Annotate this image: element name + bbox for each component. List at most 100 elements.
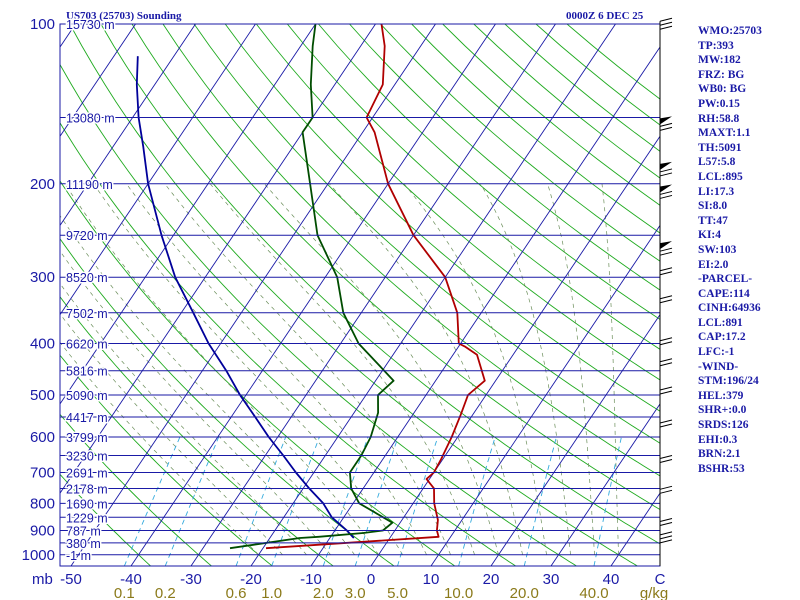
pressure-tick-label: 500: [30, 387, 55, 404]
wind-barb-tick: [659, 126, 673, 131]
index-item: CINH:64936: [698, 302, 761, 315]
dry-adiabat-line: [131, 24, 660, 511]
wind-barb-tick: [659, 168, 673, 173]
index-item: SW:103: [698, 243, 737, 256]
isotherm-line: [430, 224, 660, 566]
wind-barb-tick: [659, 172, 673, 177]
temperature-tick-label: 20: [483, 571, 500, 588]
mixing-ratio-line: [458, 436, 496, 566]
mixing-ratio-line: [523, 436, 557, 566]
wind-barb-tick: [659, 455, 673, 460]
index-item: FRZ: BG: [698, 68, 745, 81]
index-item: KI:4: [698, 229, 721, 242]
isotherm-line: [490, 313, 660, 566]
dewpoint-trace: [229, 24, 395, 550]
temperature-tick-label: 30: [543, 571, 560, 588]
station-title: US703 (25703) Sounding: [66, 10, 182, 22]
moist-adiabat-line: [60, 215, 355, 556]
pressure-tick-label: 200: [30, 176, 55, 193]
index-item: WB0: BG: [698, 83, 747, 96]
index-item: PW:0.15: [698, 97, 740, 110]
height-label: 4417 m: [66, 411, 108, 425]
temperature-tick-label: 0: [367, 571, 375, 588]
temperature-tick-label: -10: [300, 571, 322, 588]
index-item: SHR+:0.0: [698, 404, 747, 417]
isotherm-line: [60, 24, 136, 138]
wind-barb-tick: [659, 122, 673, 127]
wind-barb-tick: [659, 423, 673, 428]
pressure-tick-label: 100: [30, 16, 55, 33]
mixing-ratio-line: [354, 436, 399, 566]
index-item: TP:393: [698, 39, 734, 52]
mixing-ratio-tick-label: 20.0: [510, 585, 539, 600]
wind-barb-flag: [660, 116, 672, 125]
isotherm-line: [130, 24, 496, 566]
wind-barb-tick: [659, 17, 673, 22]
dry-adiabat-line: [60, 413, 212, 566]
mixing-ratio-line: [123, 436, 181, 566]
wind-barb-tick: [659, 341, 673, 346]
isotherm-line: [250, 24, 616, 566]
wind-barb-tick: [659, 539, 673, 544]
dry-adiabat-line: [380, 24, 660, 262]
dry-adiabat-line: [60, 180, 456, 566]
temperature-tick-label: -30: [180, 571, 202, 588]
mixing-ratio-line: [235, 436, 287, 566]
wind-barb-flag: [660, 161, 672, 170]
moist-adiabat-line: [264, 183, 499, 555]
indices-panel: WMO:25703 TP:393 MW:182 FRZ: BG WB0: BG PW:0.…: [698, 24, 798, 476]
temperature-tick-label: 40: [603, 571, 620, 588]
wind-barb-tick: [659, 190, 673, 195]
index-item: BSHR:53: [698, 462, 745, 475]
height-label: 5090 m: [66, 389, 108, 403]
dry-adiabat-line: [100, 24, 660, 545]
isotherm-line: [60, 24, 376, 494]
wind-barb-tick: [659, 194, 673, 199]
isotherm-line: [370, 135, 660, 566]
plot-frame: [59, 23, 661, 567]
dry-adiabat-line: [60, 296, 334, 566]
dry-adiabat-line: [60, 122, 516, 566]
index-item: EHI:0.3: [698, 433, 738, 446]
height-label: 787 m: [66, 524, 101, 538]
moist-adiabat-line: [403, 183, 547, 555]
dry-adiabat-line: [60, 473, 151, 566]
temperature-tick-label: -40: [120, 571, 142, 588]
pressure-tick-label: 1000: [22, 547, 55, 564]
isotherm-line: [190, 24, 556, 566]
wind-barb-tick: [659, 362, 673, 367]
index-item: TH:5091: [698, 141, 742, 154]
index-item: CAP:17.2: [698, 331, 746, 344]
mixing-ratio-line: [271, 436, 320, 566]
pressure-unit-label: mb: [32, 571, 53, 588]
index-item: LCL:891: [698, 316, 743, 329]
wind-barb-tick: [659, 419, 673, 424]
index-item: LFC:-1: [698, 346, 735, 359]
isotherm-line: [60, 24, 316, 405]
height-label: 1229 m: [66, 511, 108, 525]
pressure-tick-label: 300: [30, 269, 55, 286]
index-item: HEL:379: [698, 389, 744, 402]
mixing-ratio-tick-label: 1.0: [261, 585, 282, 600]
index-item: CAPE:114: [698, 287, 750, 300]
height-label: 2691 m: [66, 467, 108, 481]
moist-adiabat-line: [64, 183, 379, 555]
pressure-tick-label: 800: [30, 495, 55, 512]
dry-adiabat-line: [60, 237, 395, 566]
height-label: 5816 m: [66, 365, 108, 379]
dry-adiabat-line: [255, 24, 660, 381]
isotherm-line: [60, 24, 76, 48]
isotherm-line: [310, 46, 660, 566]
dry-adiabat-line: [193, 24, 660, 444]
moist-adiabat-line: [60, 250, 331, 556]
mixing-ratio-line: [322, 436, 369, 566]
moist-adiabat-line: [547, 183, 595, 555]
wind-barb-tick: [659, 535, 673, 540]
index-item: MAXT:1.1: [698, 127, 751, 140]
temperature-tick-label: -50: [60, 571, 82, 588]
wind-barb-tick: [659, 489, 673, 494]
dry-adiabat-line: [224, 24, 660, 412]
pressure-tick-label: 400: [30, 336, 55, 353]
height-label: 1690 m: [66, 497, 108, 511]
